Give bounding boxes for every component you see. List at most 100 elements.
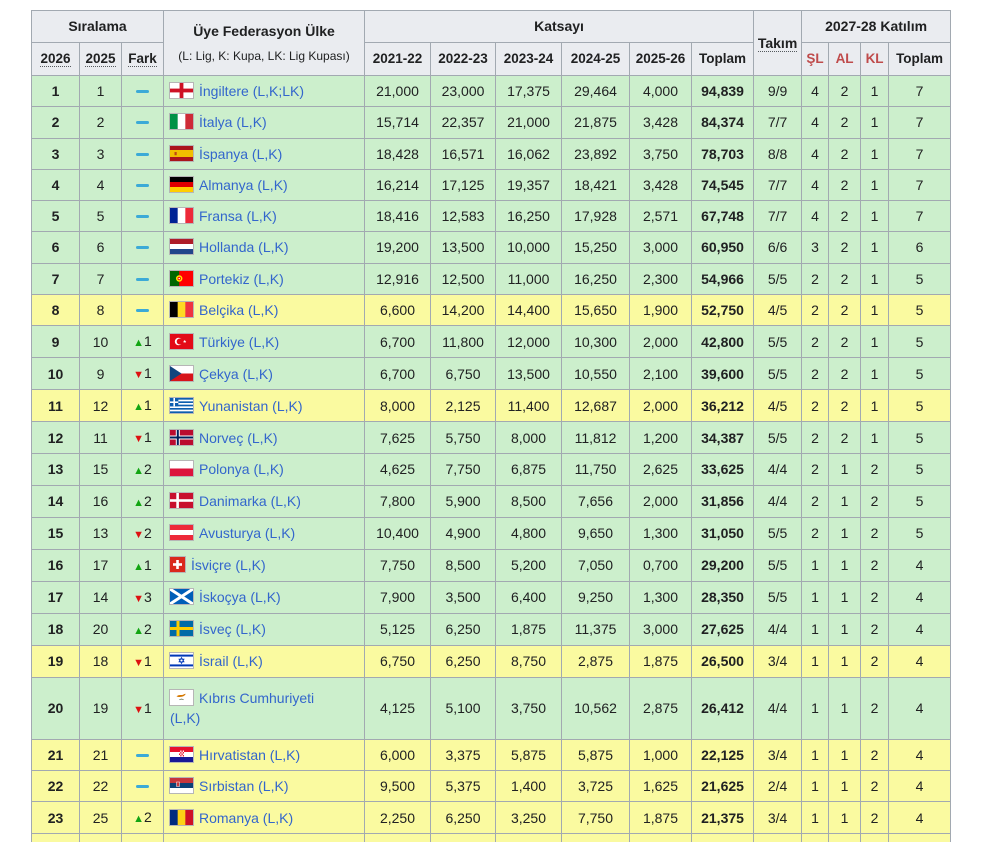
- country-cell: Norveç (L,K): [163, 421, 365, 455]
- coeff-total-cell: 67,748: [690, 200, 755, 233]
- country-link[interactable]: İsviçre (L,K): [191, 557, 266, 574]
- coeff-2021-22-cell: 6,000: [364, 738, 431, 771]
- teams-cell: 4/4: [753, 453, 803, 487]
- coeff-2022-23-cell: 17,125: [430, 168, 496, 202]
- rank-change-amount: 2: [144, 461, 152, 478]
- coeff-2024-25-cell: 3,725: [561, 769, 630, 803]
- teams-cell: 4/5: [753, 294, 803, 327]
- rank-change-amount: 1: [144, 365, 152, 382]
- coeff-2022-23-cell: 22,357: [430, 106, 496, 139]
- rank-2025-cell: 12: [79, 389, 122, 423]
- sl-link[interactable]: ŞL: [806, 51, 824, 67]
- country-link[interactable]: Türkiye (L,K): [199, 333, 280, 350]
- country-link[interactable]: Danimarka (L,K): [199, 493, 301, 510]
- rank-change-cell: ▲2: [121, 485, 164, 518]
- coeff-2024-25-cell: 9,250: [561, 580, 630, 614]
- participation-cell: 2: [860, 801, 890, 835]
- country-link[interactable]: İspanya (L,K): [199, 145, 283, 162]
- kl-link[interactable]: KL: [865, 51, 884, 67]
- participation-cell: 2: [860, 548, 890, 582]
- table-row: 8 8 Belçika (L,K) 6,600 14,200 14,400 15,650 1,…: [31, 294, 952, 327]
- coeff-total-cell: 34,387: [690, 421, 755, 455]
- country-link[interactable]: Polonya (L,K): [199, 461, 284, 478]
- coeff-2022-23-cell: 11,800: [430, 325, 496, 359]
- participation-cell: 5: [888, 517, 952, 550]
- teams-cell: 5/5: [753, 325, 803, 359]
- rank-change-amount: 2: [144, 493, 152, 510]
- participation-cell: 1: [828, 801, 862, 835]
- coeff-total-cell: 54,966: [690, 262, 755, 296]
- country-link[interactable]: Kıbrıs Cumhuriyeti (L,K): [170, 689, 315, 727]
- rank-change-cell: [121, 168, 164, 202]
- header-al: AL: [828, 42, 862, 76]
- coeff-2021-22-cell: 19,200: [364, 231, 431, 264]
- coeff-2023-24-cell: 13,500: [495, 357, 562, 391]
- country-link[interactable]: Norveç (L,K): [199, 429, 278, 446]
- coeff-2021-22-cell: 5,125: [364, 612, 431, 646]
- country-cell: İsrail (L,K): [163, 644, 365, 678]
- header-toplam: Toplam: [690, 42, 755, 76]
- participation-cell: 4: [801, 200, 830, 233]
- country-link[interactable]: Hırvatistan (L,K): [199, 746, 301, 763]
- coeff-total-cell: 22,125: [690, 738, 755, 771]
- rank-2025-cell: 6: [79, 231, 122, 264]
- country-link[interactable]: Almanya (L,K): [199, 176, 288, 193]
- rank-2025-cell: 7: [79, 262, 122, 296]
- coeff-2024-25-cell: 17,928: [561, 200, 630, 233]
- country-link[interactable]: Yunanistan (L,K): [199, 397, 303, 414]
- rank-2025-cell: 2: [79, 106, 122, 139]
- teams-cell: 2/4: [753, 769, 803, 803]
- country-link[interactable]: Portekiz (L,K): [199, 270, 284, 287]
- country-link[interactable]: İskoçya (L,K): [199, 589, 281, 606]
- coeff-2021-22-cell: 7,625: [364, 421, 431, 455]
- country-cell: Danimarka (L,K): [163, 485, 365, 518]
- coeff-total-cell: 31,856: [690, 485, 755, 518]
- steady-dash-icon: [136, 246, 149, 250]
- coeff-total-cell: 27,625: [690, 612, 755, 646]
- steady-dash-icon: [136, 784, 149, 788]
- country-link[interactable]: Sırbistan (L,K): [199, 777, 289, 794]
- coeff-2024-25-cell: 10,550: [561, 357, 630, 391]
- country-link[interactable]: Hollanda (L,K): [199, 239, 289, 256]
- teams-cell: 3/4: [753, 738, 803, 771]
- flag-england-icon: [170, 83, 193, 98]
- country-cell: Almanya (L,K): [163, 168, 365, 202]
- rank-2025-cell: 8: [79, 294, 122, 327]
- coeff-2022-23-cell: 5,100: [430, 676, 496, 740]
- participation-cell: 2: [801, 517, 830, 550]
- steady-dash-icon: [136, 152, 149, 156]
- country-link[interactable]: Belçika (L,K): [199, 302, 279, 319]
- country-link[interactable]: Fransa (L,K): [199, 208, 277, 225]
- country-link[interactable]: İtalya (L,K): [199, 114, 267, 131]
- coeff-2025-26-cell: 3,000: [629, 231, 692, 264]
- country-link[interactable]: Romanya (L,K): [199, 809, 294, 826]
- rank-change-cell: ▼1: [121, 357, 164, 391]
- country-link[interactable]: İsrail (L,K): [199, 653, 263, 670]
- rank-change-amount: 1: [144, 333, 152, 350]
- teams-cell: 5/5: [753, 262, 803, 296]
- al-link[interactable]: AL: [835, 51, 854, 67]
- country-link[interactable]: Çekya (L,K): [199, 365, 273, 382]
- table-row: 7 7 Portekiz (L,K) 12,916 12,500 11,000 16,250…: [31, 262, 952, 296]
- country-link[interactable]: Avusturya (L,K): [199, 525, 296, 542]
- rank-2025-cell: 3: [79, 137, 122, 170]
- participation-cell: 2: [860, 453, 890, 487]
- coeff-2022-23-cell: 6,250: [430, 612, 496, 646]
- rank-2025-cell: 18: [79, 644, 122, 678]
- coeff-2023-24-cell: 5,875: [495, 738, 562, 771]
- rank-2026-cell: 20: [31, 676, 80, 740]
- header-katilim: 2027-28 Katılım: [801, 10, 952, 43]
- flag-greece-icon: [170, 397, 193, 413]
- steady-dash-icon: [136, 183, 149, 187]
- coeff-2023-24-cell: 8,750: [495, 644, 562, 678]
- coeff-2024-25-cell: 10,300: [561, 325, 630, 359]
- coeff-2023-24-cell: 11,400: [495, 389, 562, 423]
- country-link[interactable]: İsveç (L,K): [199, 621, 266, 638]
- participation-cell: 2: [828, 106, 862, 139]
- steady-dash-icon: [136, 277, 149, 281]
- participation-cell: 1: [801, 769, 830, 803]
- flag-serbia-icon: [170, 777, 193, 793]
- country-link[interactable]: İngiltere (L,K;LK): [199, 83, 305, 99]
- coeff-2021-22-cell: 8,000: [364, 389, 431, 423]
- participation-cell: 5: [888, 262, 952, 296]
